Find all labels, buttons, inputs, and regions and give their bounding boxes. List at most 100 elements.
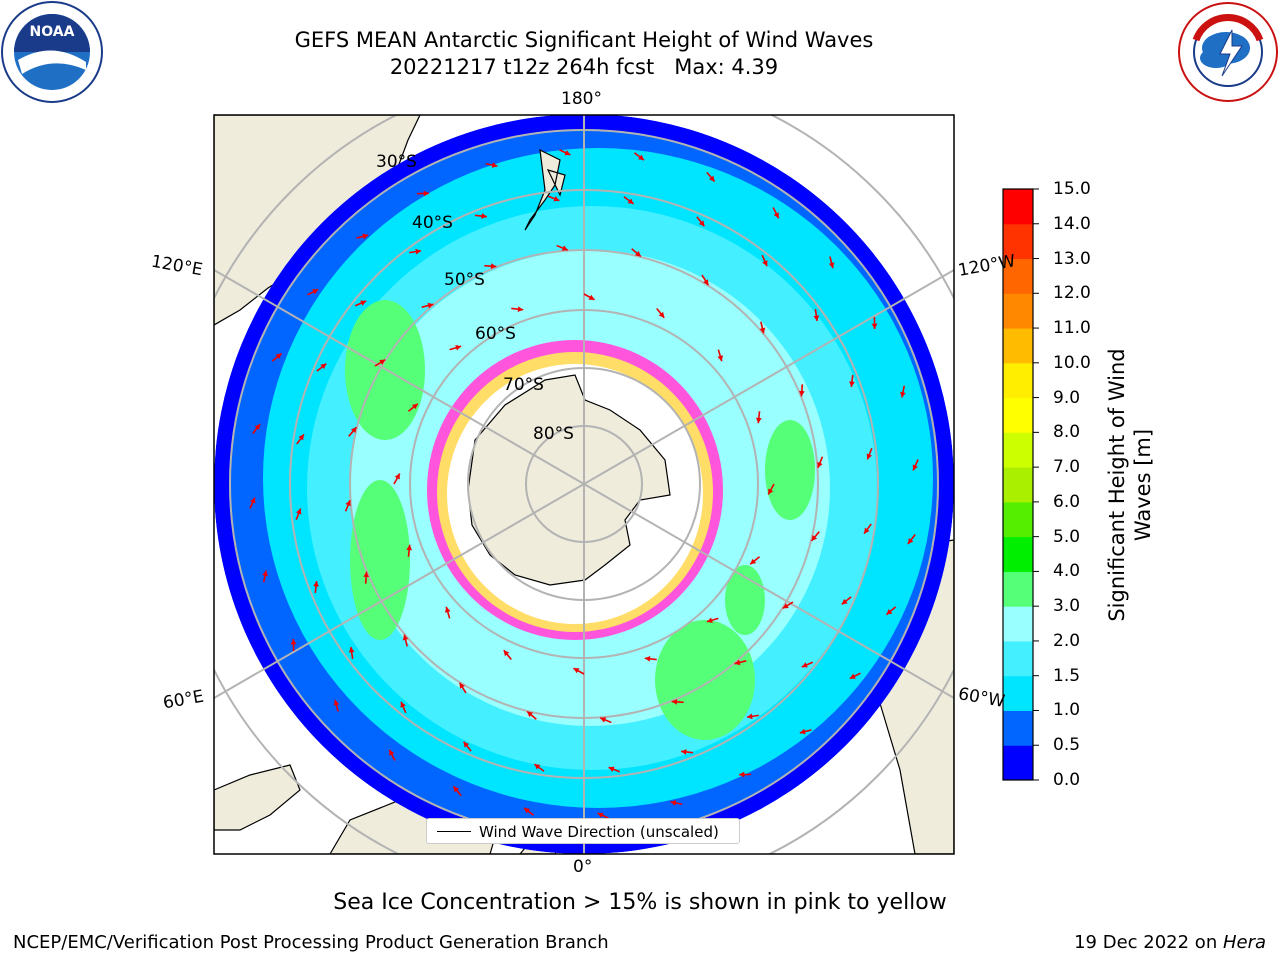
wind-arrow-head: [402, 634, 409, 641]
wind-arrow-head: [491, 162, 498, 168]
wind-arrow-head: [333, 699, 340, 706]
wind-arrow-head: [698, 220, 705, 227]
wind-arrow-head: [886, 608, 893, 615]
wind-arrow-head: [455, 344, 462, 351]
wind-arrow-head: [801, 662, 808, 668]
wind-arrow-head: [864, 527, 870, 534]
wind-arrow-head: [250, 497, 256, 504]
colorbar-swatch: [1003, 189, 1033, 225]
wind-arrow-head: [345, 500, 351, 507]
wind-arrow-head: [527, 711, 534, 718]
map-frame: [213, 114, 955, 855]
colorbar-swatch: [1003, 640, 1033, 677]
wind-arrow-head: [553, 196, 560, 202]
wind-arrow-head: [503, 650, 510, 657]
noaa-logo: NOAA: [0, 0, 104, 104]
lon-label-180: 180°: [561, 89, 602, 109]
wind-arrow-head: [362, 233, 369, 240]
colorbar-tick-label: 12.0: [1053, 283, 1091, 304]
wind-arrow-head: [463, 741, 470, 748]
lon-label-0: 0°: [573, 857, 593, 877]
antarctica-land: [467, 374, 671, 586]
wind-arrow-head: [312, 289, 319, 295]
colorbar-tick-label: 5.0: [1053, 526, 1081, 547]
wind-arrow-head: [275, 353, 282, 360]
wind-arrow-head: [703, 279, 709, 286]
wind-arrow-head: [363, 571, 370, 578]
wind-arrow-head: [561, 245, 568, 251]
wind-arrow-head: [634, 250, 641, 257]
wind-arrow-head: [427, 302, 434, 309]
colorbar-swatch: [1003, 710, 1033, 746]
wind-arrow-head: [849, 381, 855, 387]
wind-arrow-head: [734, 659, 741, 666]
footer-date-text: 19 Dec 2022 on: [1074, 932, 1223, 953]
wind-arrow-head: [798, 390, 805, 397]
colorbar-tick-label: 13.0: [1053, 248, 1091, 269]
colorbar-swatch: [1003, 467, 1033, 503]
wind-arrow-head: [907, 538, 914, 545]
map-legend: Wind Wave Direction (unscaled): [426, 818, 740, 844]
colorbar-tick-label: 15.0: [1053, 179, 1091, 199]
wind-arrow-head: [406, 544, 413, 551]
colorbar: [1002, 188, 1039, 781]
colorbar-tick-label: 0.0: [1053, 770, 1081, 790]
wind-arrow-head: [717, 355, 724, 362]
wind-arrow-head: [739, 771, 745, 778]
lat-label-70s: 70°S: [503, 375, 544, 395]
wind-arrow-head: [608, 766, 615, 772]
wind-arrow-head: [296, 508, 302, 515]
wind-arrow-head: [866, 453, 872, 460]
wind-arrow-head: [564, 150, 571, 156]
lat-label-80s: 80°S: [533, 424, 574, 444]
wind-arrow-head: [828, 262, 835, 269]
wind-arrow-head: [534, 764, 541, 770]
wind-arrow-head: [379, 359, 386, 365]
lat-label-60s: 60°S: [475, 324, 516, 344]
wind-arrow-head: [597, 812, 604, 818]
wind-arrow-head: [254, 423, 261, 430]
colorbar-tick-label: 0.5: [1053, 735, 1081, 756]
wind-arrow-head: [262, 570, 268, 577]
wind-arrow-head: [817, 461, 823, 468]
wind-arrow-head: [811, 534, 818, 541]
wind-arrow-head: [523, 807, 530, 814]
colorbar-swatch: [1003, 328, 1033, 364]
wind-arrow-head: [750, 558, 757, 565]
colorbar-swatch: [1003, 606, 1033, 642]
colorbar-swatch: [1003, 675, 1033, 711]
colorbar-title: Significant Height of Wind Waves [m]: [1105, 348, 1155, 622]
wind-arrow-head: [849, 673, 856, 679]
wind-arrow-head: [360, 300, 367, 306]
colorbar-tick-label: 7.0: [1053, 457, 1081, 478]
wind-arrow-head: [313, 581, 319, 587]
colorbar-swatch: [1003, 293, 1033, 329]
wind-arrow-head: [394, 473, 400, 480]
wind-arrow-head: [320, 363, 327, 370]
colorbar-border: [1002, 188, 1034, 781]
wind-arrow-head: [681, 749, 687, 755]
wind-arrow-head: [400, 701, 406, 708]
wind-arrow-head: [813, 315, 820, 322]
wind-arrow-head: [706, 617, 713, 624]
colorbar-swatch: [1003, 536, 1033, 572]
colorbar-tick-label: 4.0: [1053, 561, 1081, 582]
colorbar-tick-label: 3.0: [1053, 596, 1081, 617]
chart-subtitle: 20221217 t12z 264h fcst Max: 4.39: [389, 55, 779, 79]
wind-arrow-head: [658, 311, 665, 318]
legend-label: Wind Wave Direction (unscaled): [479, 823, 719, 841]
colorbar-tick-label: 2.0: [1053, 630, 1081, 651]
wind-arrow-head: [773, 212, 779, 219]
nws-logo: [1176, 0, 1280, 104]
colorbar-swatch: [1003, 258, 1033, 294]
wind-arrow-head: [481, 213, 487, 219]
wind-arrow-head: [670, 800, 677, 806]
colorbar-swatch: [1003, 432, 1033, 468]
wind-arrow-head: [782, 603, 789, 609]
wind-arrow-head: [638, 154, 645, 161]
colorbar-tick-label: 11.0: [1053, 318, 1091, 339]
footer-host: Hera: [1222, 932, 1266, 953]
legend-line-sample: [437, 831, 471, 832]
wind-arrow-head: [459, 682, 465, 689]
footer-date: 19 Dec 2022 on Hera: [1074, 932, 1266, 953]
